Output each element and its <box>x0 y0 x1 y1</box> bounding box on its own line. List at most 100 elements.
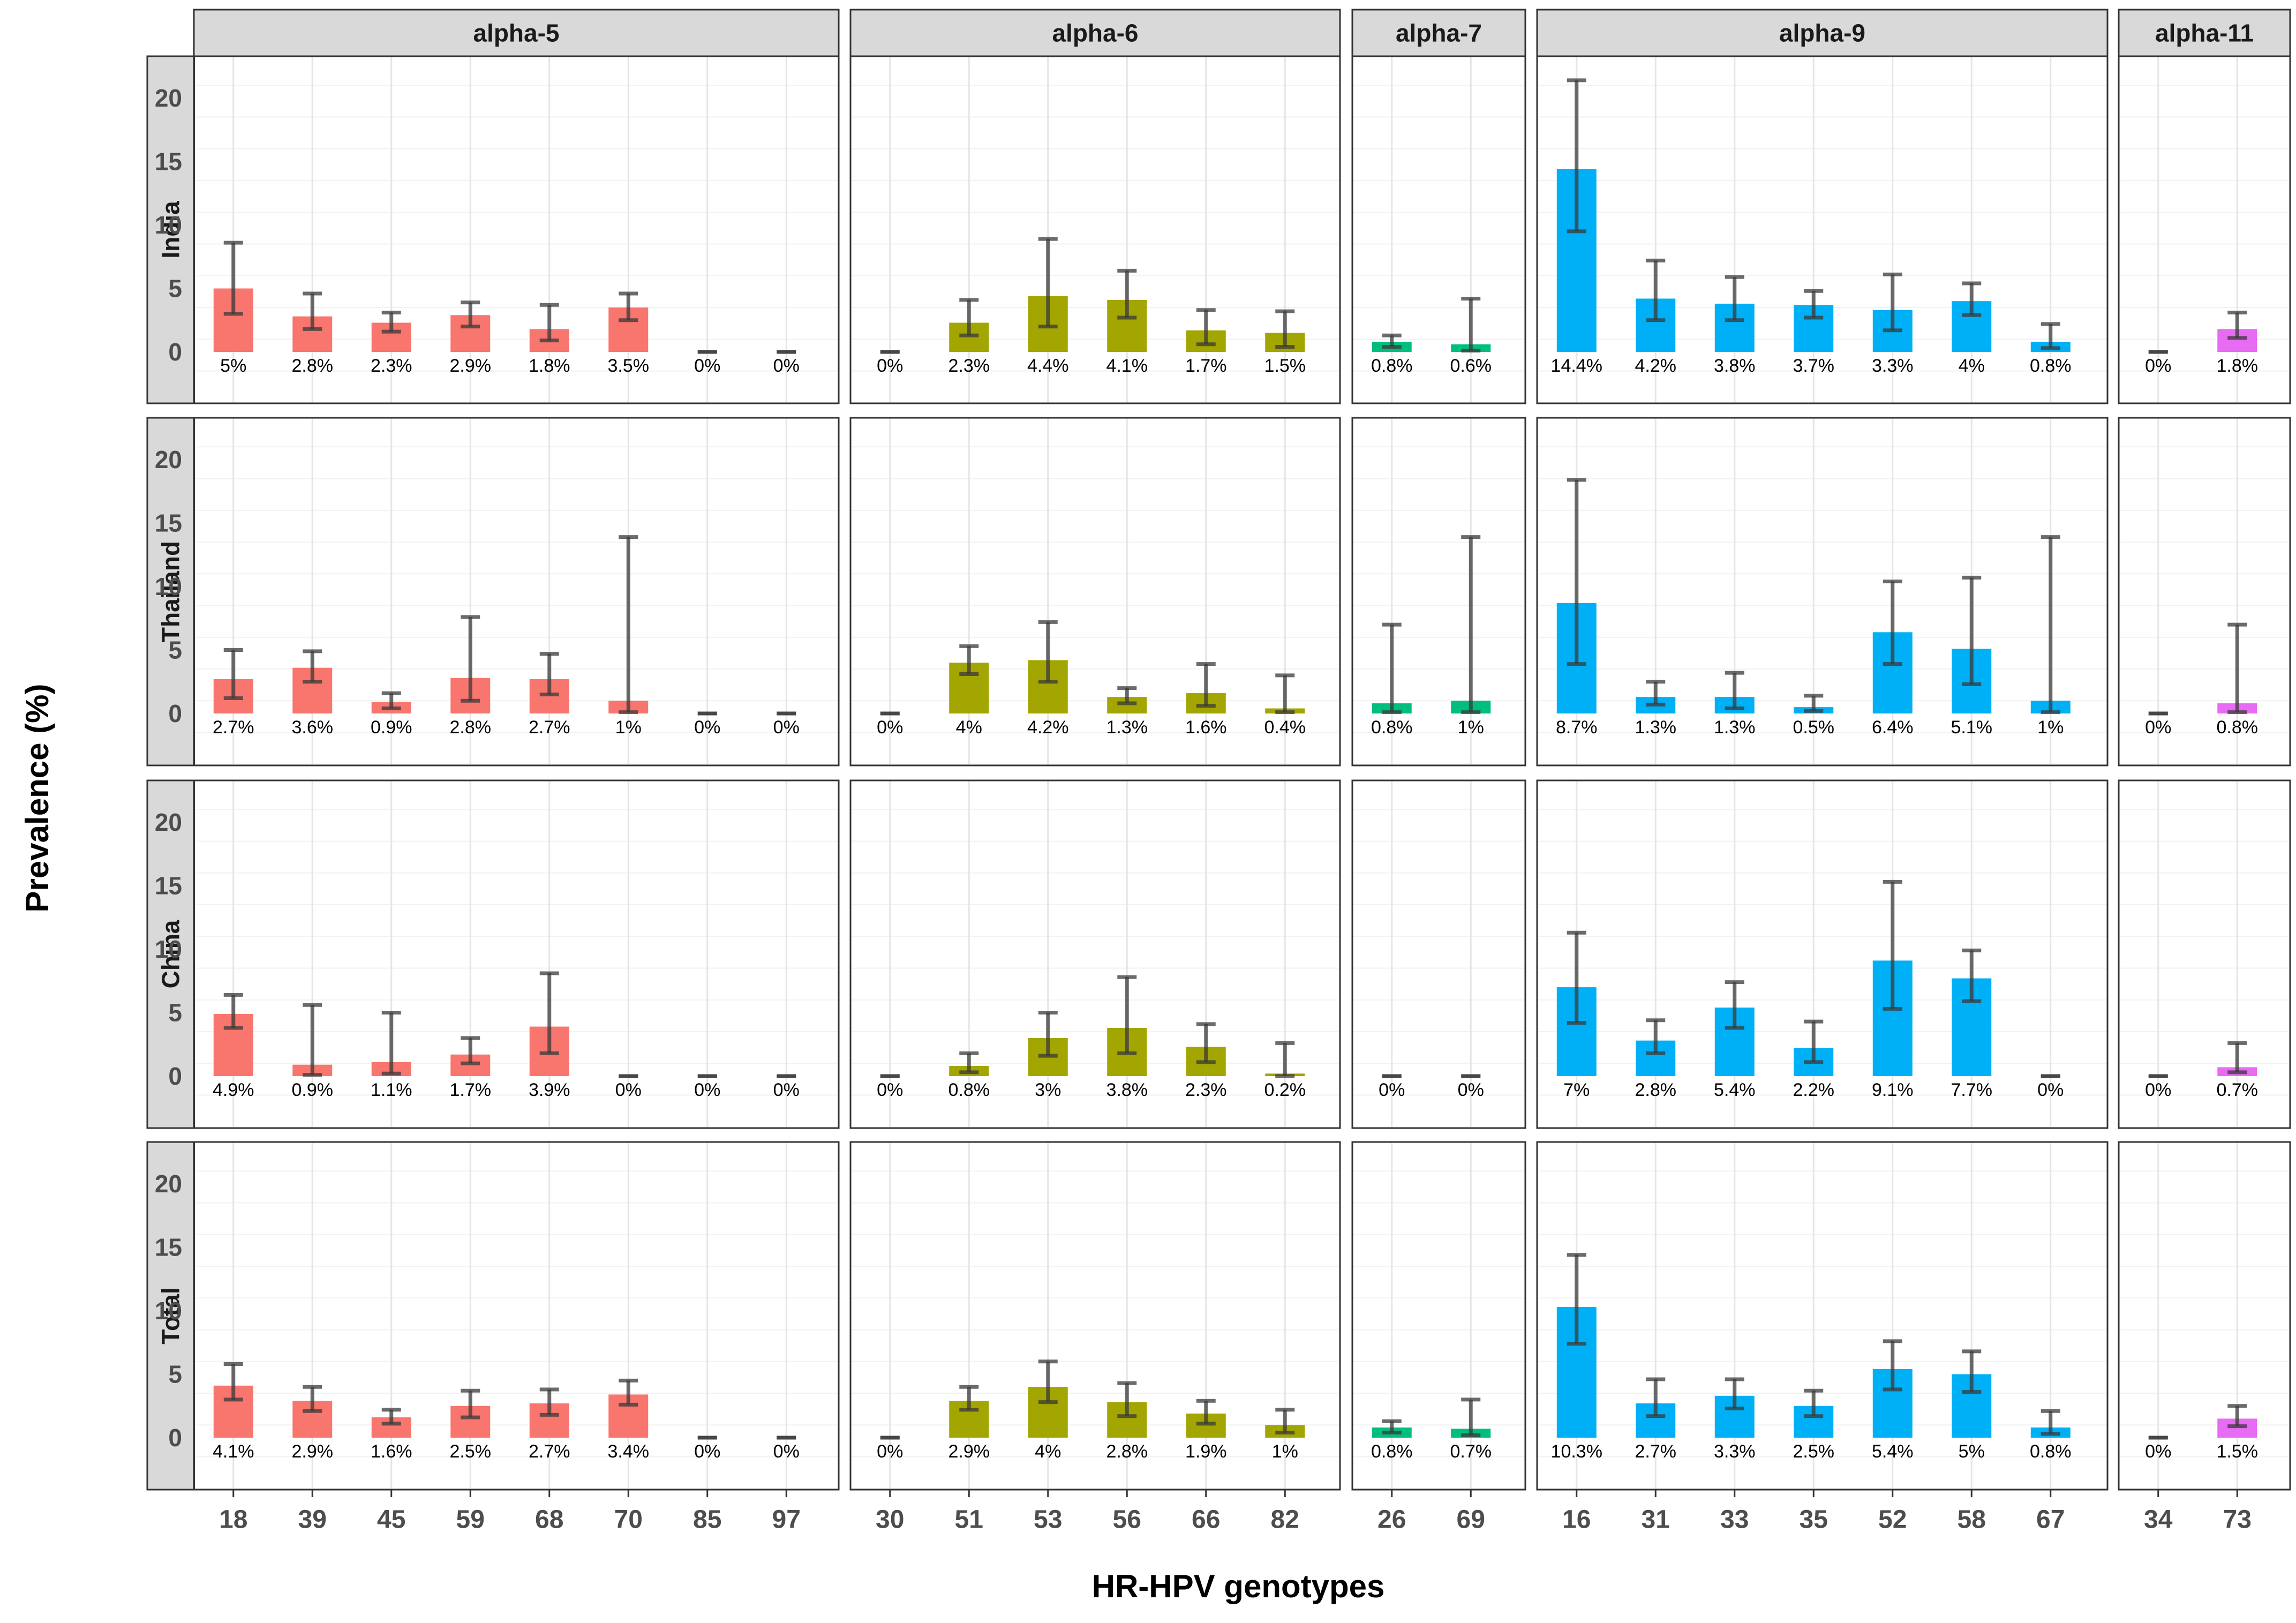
y-tick-label: 10 <box>155 1297 182 1325</box>
panel-border <box>1351 1141 1526 1491</box>
panel-background <box>2119 56 2290 403</box>
data-label: 1.5% <box>1264 356 1306 376</box>
y-tick-label: 5 <box>168 999 182 1027</box>
data-label: 2.8% <box>292 356 334 376</box>
column-strip-label: alpha-6 <box>1052 19 1138 47</box>
data-label: 0.8% <box>1371 1441 1413 1462</box>
data-label: 3.5% <box>608 356 650 376</box>
panel-border <box>849 417 1341 767</box>
data-label: 3.3% <box>1714 1441 1756 1462</box>
data-label: 4% <box>1035 1441 1061 1462</box>
panel-border <box>849 1141 1341 1491</box>
data-label: 3.7% <box>1793 356 1835 376</box>
column-strip-label: alpha-11 <box>2155 19 2254 47</box>
data-label: 0% <box>615 1080 642 1100</box>
column-strip <box>1351 9 1526 57</box>
data-label: 2.7% <box>213 717 254 738</box>
column-strip <box>849 9 1341 57</box>
data-label: 2.9% <box>948 1441 990 1462</box>
data-label: 1.9% <box>1185 1441 1227 1462</box>
data-label: 3.4% <box>608 1441 650 1462</box>
data-label: 5.4% <box>1872 1441 1914 1462</box>
data-label: 2.5% <box>1793 1441 1835 1462</box>
data-label: 0% <box>694 717 720 738</box>
data-label: 0% <box>773 356 800 376</box>
data-label: 1.8% <box>529 356 570 376</box>
data-label: 10.3% <box>1551 1441 1602 1462</box>
row-strip <box>146 417 195 767</box>
column-strip <box>2118 9 2291 57</box>
column-strip-label: alpha-9 <box>1779 19 1865 47</box>
data-label: 1.6% <box>371 1441 412 1462</box>
x-tick-label: 82 <box>1271 1506 1299 1534</box>
data-label: 0.8% <box>2030 356 2072 376</box>
data-label: 0.5% <box>1793 717 1835 738</box>
y-tick-label: 15 <box>155 872 182 900</box>
row-strip-label: India <box>157 201 185 259</box>
x-tick-label: 39 <box>298 1506 327 1534</box>
data-label: 0.2% <box>1264 1080 1306 1100</box>
data-label: 1.3% <box>1714 717 1756 738</box>
data-label: 3.6% <box>292 717 334 738</box>
data-label: 3% <box>1035 1080 1061 1100</box>
panel-background <box>850 418 1340 765</box>
panel-background <box>850 1142 1340 1490</box>
y-tick-label: 0 <box>168 338 182 366</box>
y-tick-label: 20 <box>155 1170 182 1198</box>
panel-border <box>2118 1141 2291 1491</box>
data-label: 7.7% <box>1951 1080 1993 1100</box>
data-label: 0% <box>877 356 903 376</box>
y-tick-label: 5 <box>168 636 182 664</box>
data-label: 0.8% <box>1371 356 1413 376</box>
x-tick-label: 85 <box>693 1506 721 1534</box>
data-label: 1.8% <box>2217 356 2259 376</box>
data-label: 0% <box>877 717 903 738</box>
data-label: 5.4% <box>1714 1080 1756 1100</box>
panel-border <box>1536 417 2109 767</box>
x-tick-label: 56 <box>1113 1506 1141 1534</box>
panel-border <box>1351 417 1526 767</box>
x-tick-label: 34 <box>2144 1506 2173 1534</box>
x-tick-label: 52 <box>1878 1506 1907 1534</box>
x-tick-label: 33 <box>1720 1506 1749 1534</box>
data-label: 0% <box>694 1441 720 1462</box>
y-tick-label: 10 <box>155 573 182 600</box>
data-label: 1% <box>615 717 642 738</box>
data-label: 1.1% <box>371 1080 412 1100</box>
data-label: 1.3% <box>1106 717 1148 738</box>
row-strip <box>146 1141 195 1491</box>
panel-background <box>2119 780 2290 1128</box>
panel-background <box>194 1142 839 1490</box>
data-label: 2.9% <box>450 356 492 376</box>
data-label: 0% <box>1379 1080 1405 1100</box>
panel-background <box>1352 780 1525 1128</box>
data-label: 0% <box>2037 1080 2064 1100</box>
panel-border <box>849 779 1341 1129</box>
y-tick-label: 0 <box>168 1062 182 1090</box>
data-label: 0% <box>694 356 720 376</box>
x-tick-label: 73 <box>2223 1506 2252 1534</box>
panel-background <box>850 56 1340 403</box>
data-label: 1.7% <box>450 1080 492 1100</box>
x-axis-title: HR-HPV genotypes <box>1092 1568 1385 1604</box>
data-label: 2.8% <box>1635 1080 1677 1100</box>
data-label: 5% <box>220 356 246 376</box>
row-strip-label: Total <box>157 1287 185 1344</box>
x-tick-label: 69 <box>1457 1506 1485 1534</box>
data-label: 6.4% <box>1872 717 1914 738</box>
data-label: 4.2% <box>1635 356 1677 376</box>
data-label: 0% <box>2145 1080 2171 1100</box>
x-tick-label: 18 <box>219 1506 247 1534</box>
data-label: 0.9% <box>371 717 412 738</box>
data-label: 4.1% <box>1106 356 1148 376</box>
data-label: 5.1% <box>1951 717 1993 738</box>
data-label: 0% <box>694 1080 720 1100</box>
data-label: 0% <box>877 1080 903 1100</box>
y-tick-label: 20 <box>155 808 182 836</box>
y-tick-label: 15 <box>155 509 182 537</box>
data-label: 4.9% <box>213 1080 254 1100</box>
data-label: 0% <box>773 717 800 738</box>
panel-border <box>2118 417 2291 767</box>
x-tick-label: 59 <box>456 1506 485 1534</box>
